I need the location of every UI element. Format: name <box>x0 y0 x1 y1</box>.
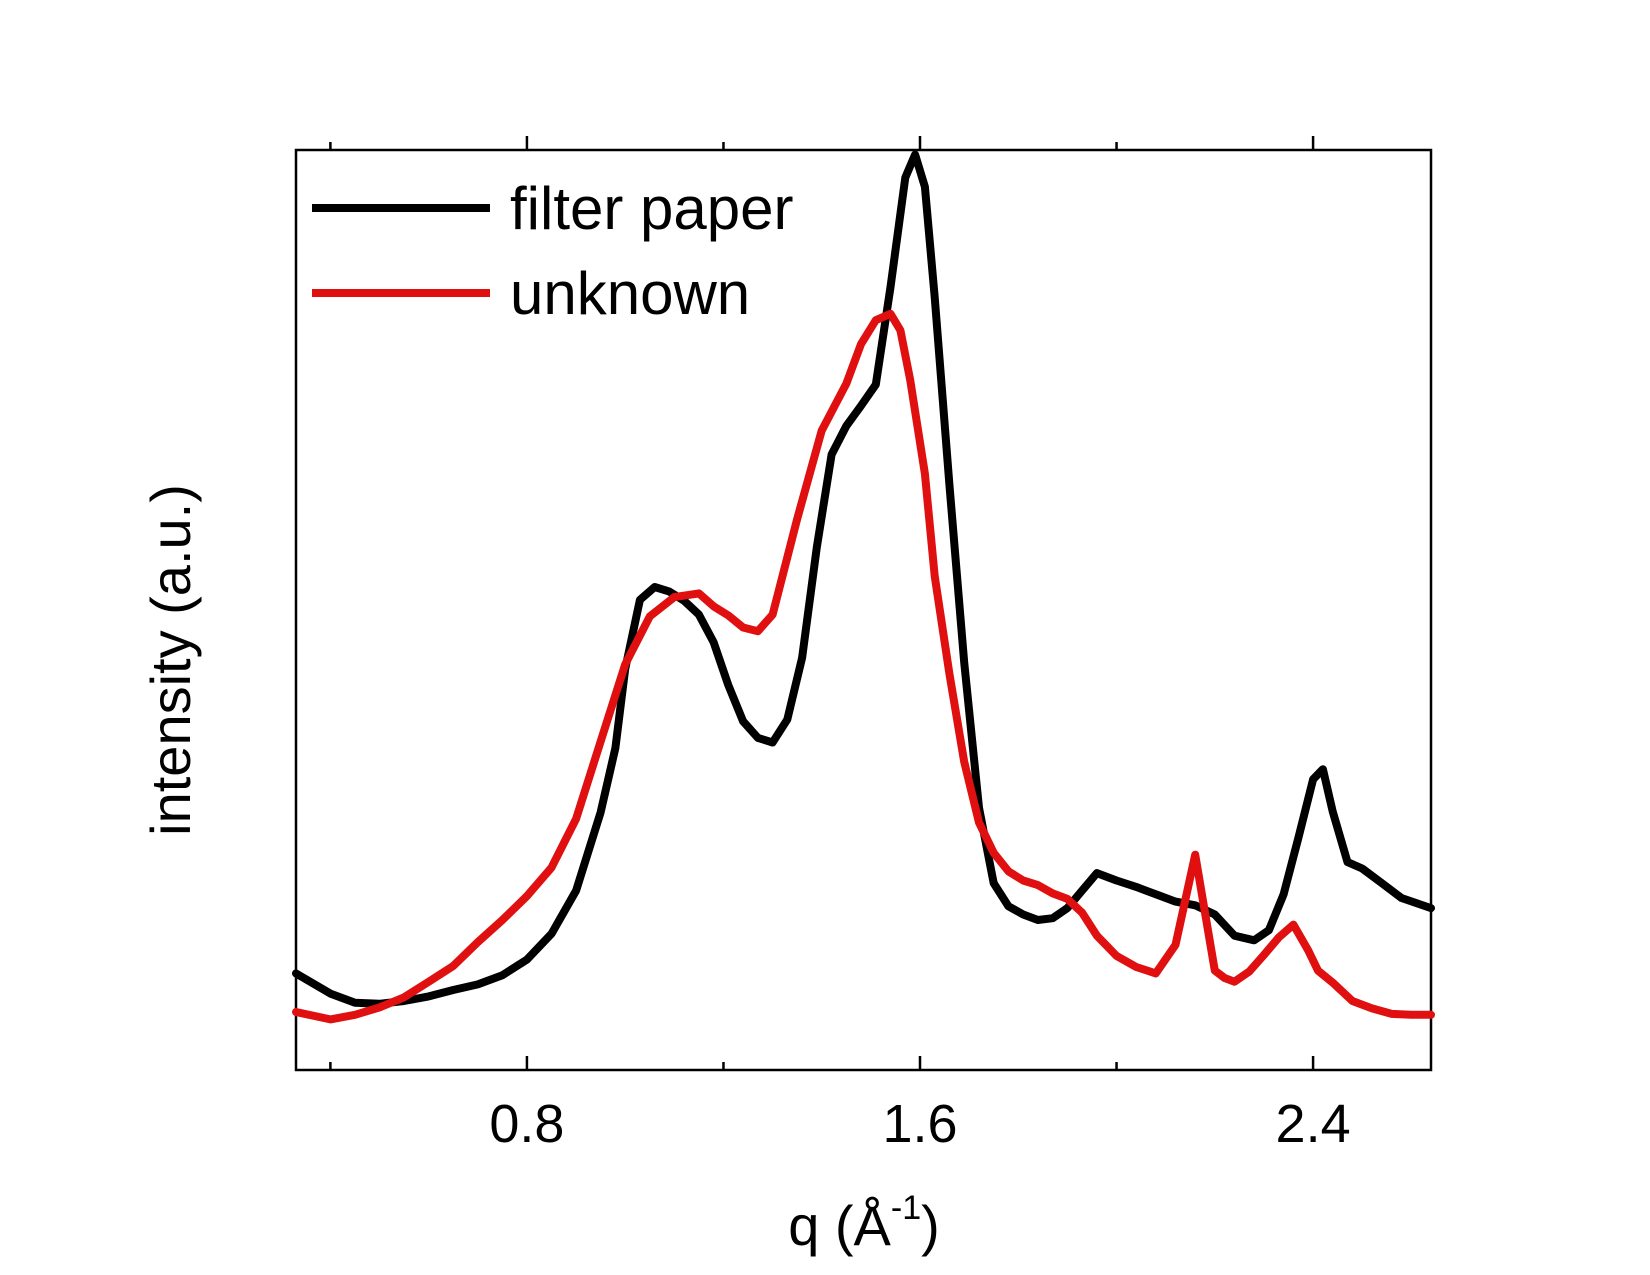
x-axis-label: q (Å-1) <box>788 1189 940 1257</box>
x-axis-label-superscript: -1 <box>891 1189 921 1227</box>
x-tick-label: 2.4 <box>1276 1094 1351 1154</box>
plot-frame <box>294 148 1433 1072</box>
legend-label-unknown: unknown <box>510 260 750 327</box>
x-tick-label: 1.6 <box>882 1094 957 1154</box>
series-line-filter-paper <box>292 150 1435 1008</box>
plot-area <box>292 136 1435 1072</box>
axis-ticks <box>329 136 1315 1070</box>
x-tick-labels: 0.8 1.6 2.4 <box>489 1094 1350 1154</box>
legend-label-filter-paper: filter paper <box>510 175 793 242</box>
x-tick-label: 0.8 <box>489 1094 564 1154</box>
series-line-unknown <box>292 309 1435 1024</box>
series-lines <box>292 150 1435 1024</box>
legend: filter paper unknown <box>312 175 793 327</box>
y-axis-label: intensity (a.u.) <box>139 484 202 836</box>
